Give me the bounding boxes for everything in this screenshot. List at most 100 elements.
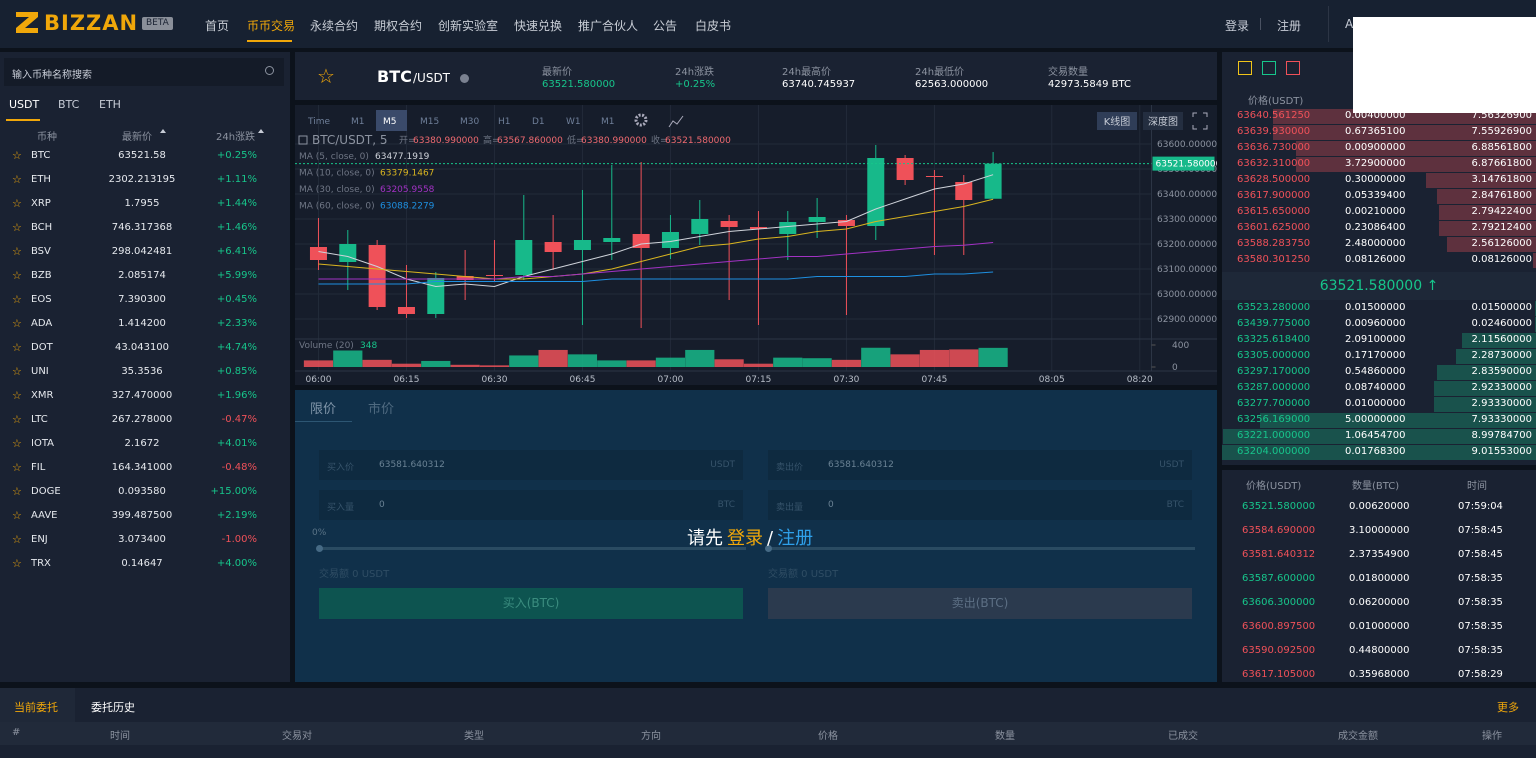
nav-item[interactable]: 创新实验室 [438, 19, 499, 33]
x-tick-label: 07:15 [745, 375, 771, 385]
book-price[interactable]: 63615.650000 [1237, 206, 1311, 217]
book-price[interactable]: 63580.301250 [1237, 254, 1311, 265]
symbol[interactable]: ETH [31, 174, 51, 185]
prompt-part[interactable]: 登录 [727, 528, 763, 549]
order-tab[interactable]: 市价 [368, 402, 395, 417]
layout-icon[interactable] [1286, 61, 1300, 75]
symbol[interactable]: EOS [31, 294, 52, 305]
symbol[interactable]: BTC [31, 150, 51, 161]
star-icon[interactable]: ☆ [12, 365, 22, 378]
book-price[interactable]: 63439.775000 [1237, 318, 1311, 329]
order-tab[interactable]: 限价 [310, 402, 337, 417]
book-price[interactable]: 63639.930000 [1237, 126, 1311, 137]
star-icon[interactable]: ☆ [12, 413, 22, 426]
book-price[interactable]: 63297.170000 [1237, 366, 1311, 377]
depth-bar [1462, 333, 1536, 348]
book-price[interactable]: 63277.700000 [1237, 398, 1311, 409]
nav-item[interactable]: 白皮书 [695, 19, 732, 33]
layout-icon[interactable] [1238, 61, 1252, 75]
nav-item[interactable]: 期权合约 [374, 19, 423, 33]
book-price[interactable]: 63632.310000 [1237, 158, 1311, 169]
input-box[interactable] [768, 490, 1192, 520]
slider-dot[interactable] [765, 545, 772, 552]
book-price[interactable]: 63617.900000 [1237, 190, 1311, 201]
book-price[interactable]: 63287.000000 [1237, 382, 1311, 393]
submit-button[interactable]: 卖出(BTC) [768, 588, 1192, 619]
nav-item[interactable]: 推广合伙人 [578, 19, 639, 33]
star-icon[interactable]: ☆ [12, 485, 22, 498]
input-box[interactable] [768, 450, 1192, 480]
star-icon[interactable]: ☆ [12, 461, 22, 474]
lang[interactable]: A [1345, 17, 1354, 31]
candle-body [749, 227, 767, 229]
symbol[interactable]: IOTA [31, 438, 54, 449]
layout-icon[interactable] [1262, 61, 1276, 75]
nav-item[interactable]: 公告 [653, 19, 678, 33]
orders-tab[interactable]: 委托历史 [91, 701, 135, 714]
star-icon[interactable]: ☆ [12, 293, 22, 306]
star-icon[interactable]: ☆ [12, 557, 22, 570]
book-price[interactable]: 63628.500000 [1237, 174, 1311, 185]
favorite-star[interactable]: ☆ [317, 64, 335, 88]
symbol[interactable]: XMR [31, 390, 54, 401]
book-price[interactable]: 63221.000000 [1237, 430, 1311, 441]
slider-track[interactable] [768, 547, 1195, 550]
login-link[interactable]: 登录 [1225, 19, 1250, 33]
book-price[interactable]: 63588.283750 [1237, 238, 1311, 249]
symbol[interactable]: BSV [31, 246, 51, 257]
star-icon[interactable]: ☆ [12, 317, 22, 330]
register-link[interactable]: 注册 [1277, 19, 1302, 33]
star-icon[interactable]: ☆ [12, 173, 22, 186]
slider-dot[interactable] [316, 545, 323, 552]
more-link[interactable]: 更多 [1497, 701, 1519, 714]
symbol[interactable]: TRX [31, 558, 51, 569]
symbol[interactable]: UNI [31, 366, 49, 377]
star-icon[interactable]: ☆ [12, 221, 22, 234]
symbol[interactable]: ENJ [31, 534, 48, 545]
nav-item[interactable]: 永续合约 [310, 19, 359, 33]
star-icon[interactable]: ☆ [12, 389, 22, 402]
symbol[interactable]: FIL [31, 462, 46, 473]
book-price[interactable]: 63325.618400 [1237, 334, 1311, 345]
search-box[interactable] [4, 58, 284, 86]
star-icon[interactable]: ☆ [12, 245, 22, 258]
input-box[interactable] [319, 450, 743, 480]
symbol[interactable]: DOT [31, 342, 53, 353]
prompt-part: / [767, 528, 774, 549]
book-price[interactable]: 63636.730000 [1237, 142, 1311, 153]
recent-trades: 价格(USDT) 数量(BTC) 时间 63521.580000 0.00620000 0… [1222, 470, 1536, 682]
symbol[interactable]: DOGE [31, 486, 61, 497]
star-icon[interactable]: ☆ [12, 341, 22, 354]
market-tab[interactable]: USDT [9, 98, 40, 111]
mid-price: 63521.580000 ↑ [1319, 278, 1439, 294]
nav-item[interactable]: 快速兑换 [514, 19, 563, 33]
star-icon[interactable]: ☆ [12, 509, 22, 522]
symbol[interactable]: ADA [31, 318, 53, 329]
nav-item[interactable]: 币币交易 [247, 19, 296, 33]
star-icon[interactable]: ☆ [12, 533, 22, 546]
book-price[interactable]: 63204.000000 [1237, 446, 1311, 457]
book-price[interactable]: 63601.625000 [1237, 222, 1311, 233]
star-icon[interactable]: ☆ [12, 269, 22, 282]
star-icon[interactable]: ☆ [12, 437, 22, 450]
market-tab[interactable]: BTC [58, 98, 80, 111]
submit-button[interactable]: 买入(BTC) [319, 588, 743, 619]
book-price[interactable]: 63256.169000 [1237, 414, 1311, 425]
change: +0.45% [216, 294, 257, 305]
star-icon[interactable]: ☆ [12, 149, 22, 162]
symbol[interactable]: BZB [31, 270, 52, 281]
symbol[interactable]: XRP [31, 198, 51, 209]
orders-tab[interactable]: 当前委托 [14, 701, 58, 714]
symbol[interactable]: AAVE [31, 510, 58, 521]
slider-track[interactable] [319, 547, 746, 550]
market-tab[interactable]: ETH [99, 98, 121, 111]
symbol[interactable]: BCH [31, 222, 53, 233]
book-price[interactable]: 63523.280000 [1237, 302, 1311, 313]
prompt-part[interactable]: 注册 [777, 528, 814, 549]
nav-item[interactable]: 首页 [205, 19, 230, 33]
star-icon[interactable]: ☆ [12, 197, 22, 210]
input-box[interactable] [319, 490, 743, 520]
symbol[interactable]: LTC [31, 414, 48, 425]
book-price[interactable]: 63640.561250 [1237, 110, 1311, 121]
book-price[interactable]: 63305.000000 [1237, 350, 1311, 361]
